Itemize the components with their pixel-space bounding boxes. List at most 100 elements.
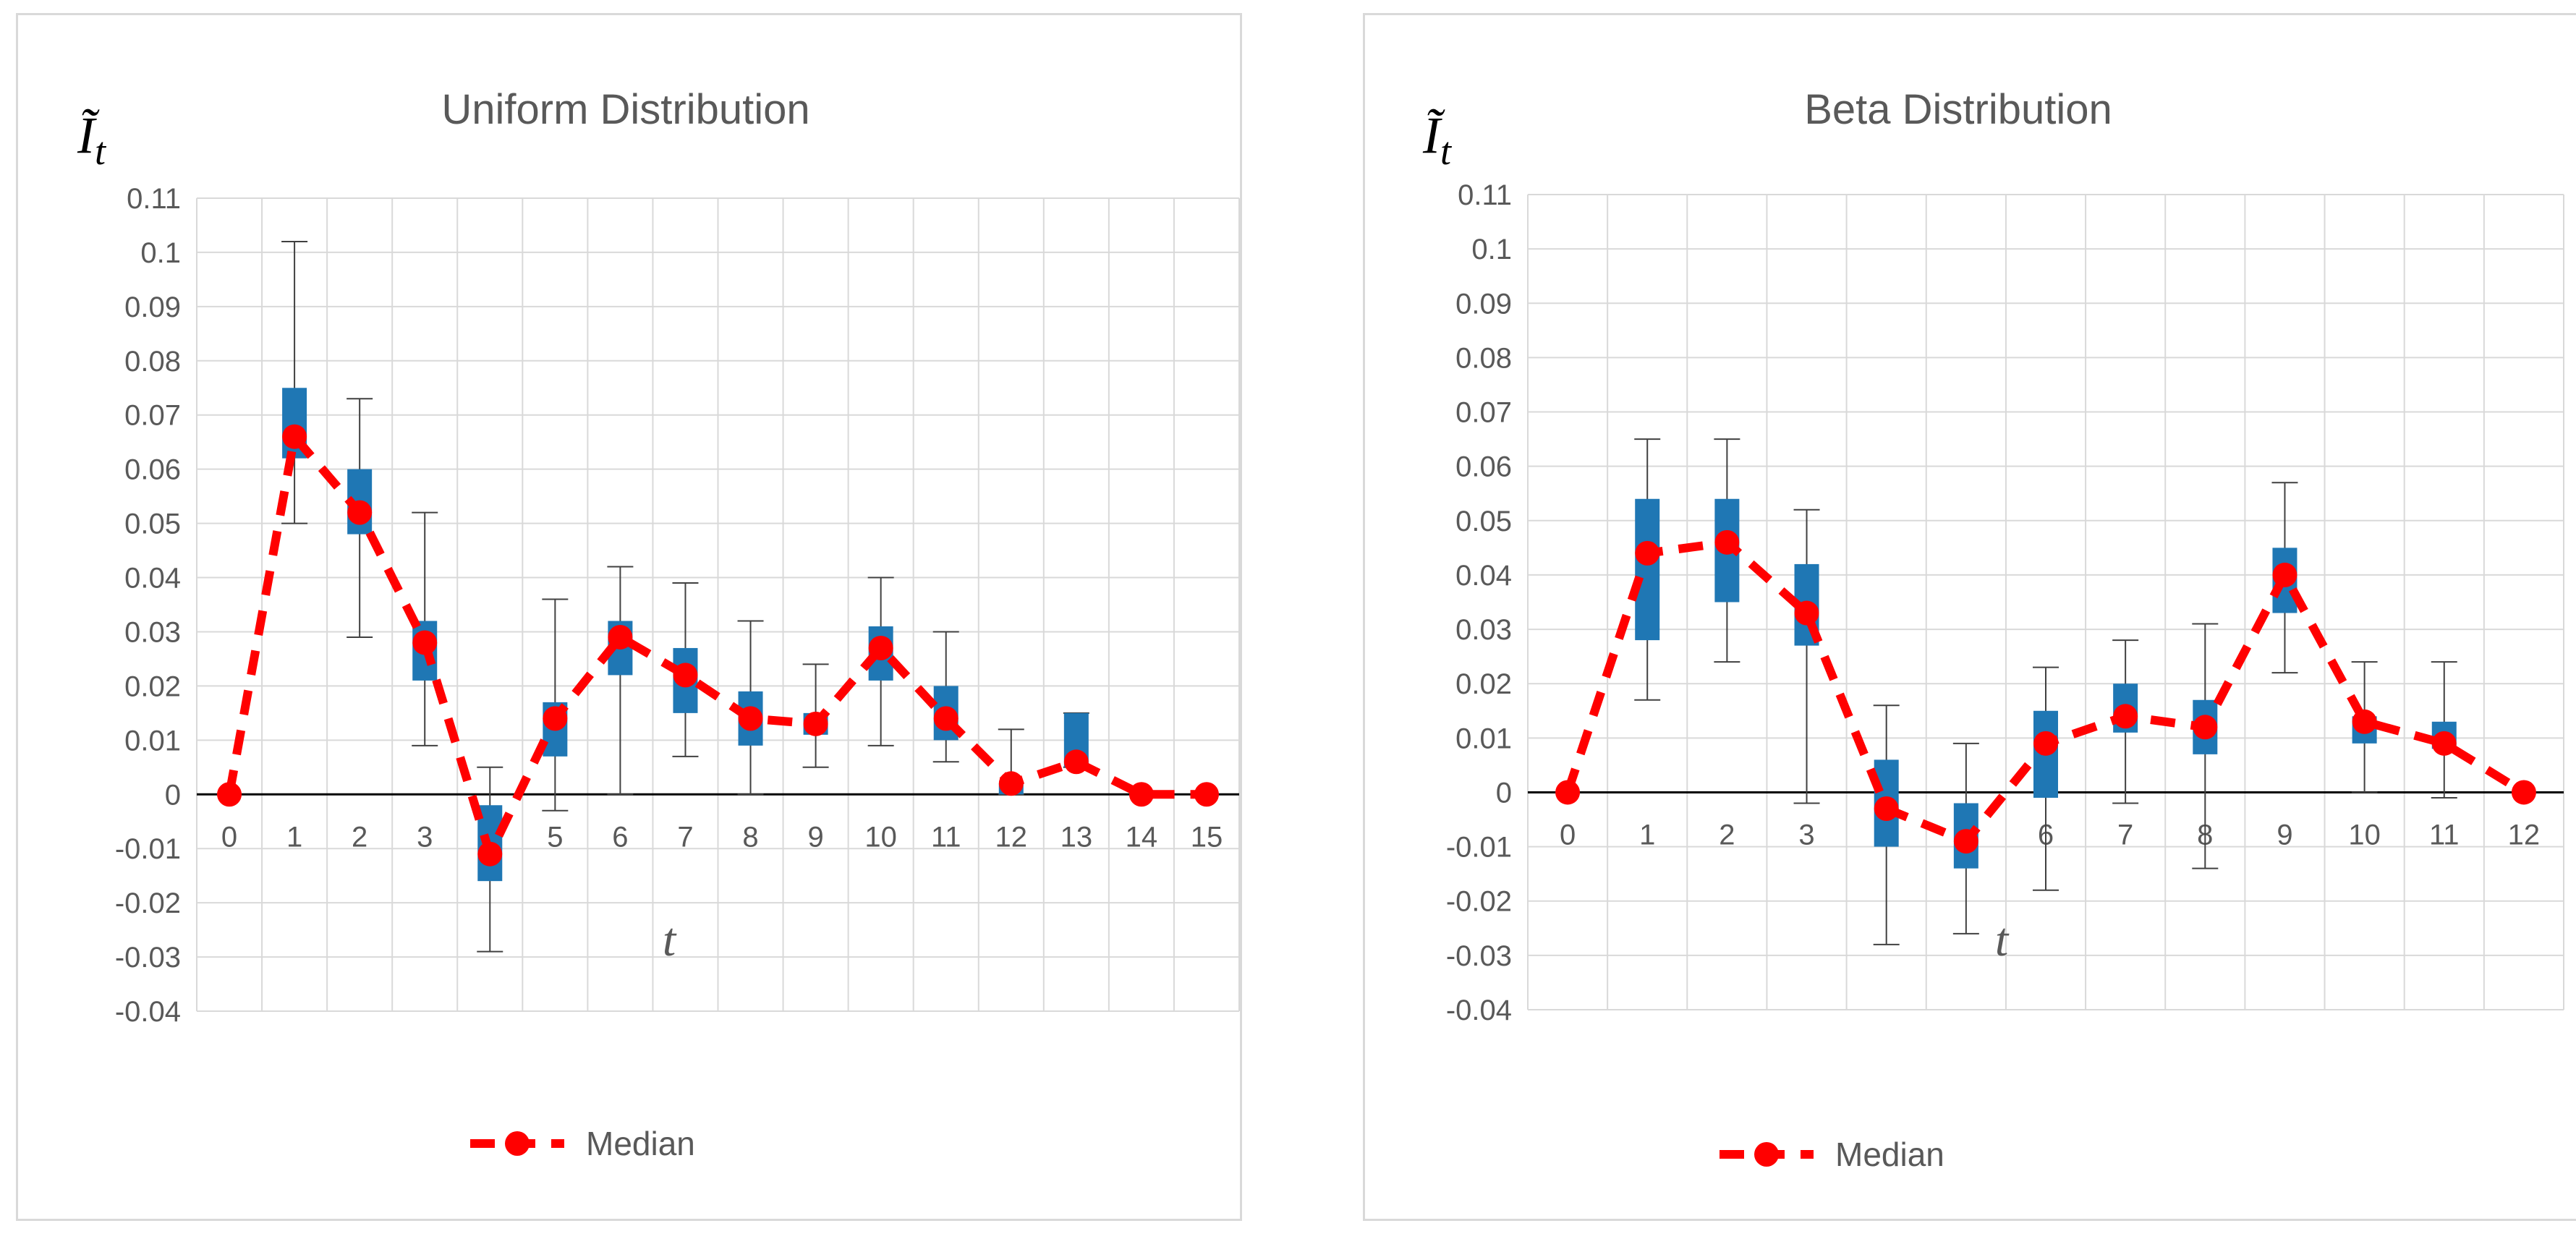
median-point [1635,540,1660,566]
x-tick-label: 0 [221,821,237,853]
x-tick-label: 2 [1719,819,1735,851]
x-tick-label: 9 [2277,819,2292,851]
x-tick-label: 5 [547,821,563,853]
median-point [2033,731,2058,756]
x-tick-label: 3 [417,821,433,853]
beta-chart: -0.04 -0.03 -0.02 -0.01 0 0.01 0.02 0.03 0.04 0.0… [1422,86,2564,1173]
y-tick-label: 0.06 [1455,451,1512,483]
uniform-chart-panel: -0.04 -0.03 -0.02 -0.01 0 0.01 0.02 0.03 0.04 0.0… [16,13,1242,1221]
y-tick-label: -0.01 [115,833,181,865]
median-point [1128,782,1154,807]
median-point [1953,829,1978,854]
y-axis-label-sub: t [1440,129,1453,173]
legend-label: Median [586,1125,695,1162]
gridlines [196,197,1240,1012]
y-axis-label-sub: t [95,129,107,173]
y-tick-label: 0.02 [124,670,181,702]
x-tick-label: 10 [2348,819,2381,851]
y-tick-labels: -0.04 -0.03 -0.02 -0.01 0 0.01 0.02 0.03 0.04 0.0… [1446,179,1512,1026]
y-tick-label: -0.03 [1446,940,1512,972]
y-tick-label: 0.11 [1458,179,1512,211]
iqr-box [1635,498,1660,641]
x-tick-label: 11 [931,821,961,853]
median-point [1714,529,1740,555]
legend-label: Median [1835,1136,1944,1173]
median-markers [217,424,1219,867]
x-tick-label: 1 [1639,819,1655,851]
x-axis-label: t [663,914,677,966]
median-point [347,500,373,525]
median-point [2431,731,2457,756]
y-tick-label: 0.1 [140,237,181,269]
y-tick-label: 0.11 [127,183,181,215]
y-tick-label: 0.08 [1455,342,1512,374]
y-tick-label: -0.02 [1446,886,1512,918]
whiskers [1634,438,2457,945]
x-tick-label: 12 [2508,819,2541,851]
median-point [2511,780,2536,805]
beta-chart-panel: -0.04 -0.03 -0.02 -0.01 0 0.01 0.02 0.03 0.04 0.0… [1363,13,2576,1221]
legend: Median [1720,1136,1944,1173]
y-tick-label: 0.1 [1471,234,1512,265]
y-tick-label: -0.04 [115,996,181,1028]
y-tick-label: -0.04 [1446,995,1512,1026]
y-tick-label: 0.03 [124,616,181,648]
y-tick-label: 0.07 [1455,397,1512,429]
median-point [738,706,763,731]
legend: Median [470,1125,695,1162]
median-point [673,663,698,688]
x-tick-label: 2 [352,821,367,853]
x-tick-label: 10 [864,821,897,853]
chart-title: Uniform Distribution [441,86,809,133]
x-tick-label: 15 [1191,821,1223,853]
uniform-chart: -0.04 -0.03 -0.02 -0.01 0 0.01 0.02 0.03 0.04 0.0… [77,86,1240,1162]
y-tick-label: 0.01 [1455,723,1512,754]
median-point [282,424,307,449]
x-axis-label: t [1995,914,2010,966]
legend-marker-swatch [505,1131,530,1156]
y-tick-label: 0.01 [124,725,181,757]
y-tick-label: 0.08 [124,346,181,378]
x-tick-label: 13 [1060,821,1093,853]
x-tick-label: 0 [1560,819,1576,851]
median-point [1874,796,1899,822]
median-markers [1555,529,2536,854]
y-tick-label: 0.06 [124,454,181,486]
median-line [225,432,1207,859]
y-tick-label: 0.09 [124,291,181,323]
x-tick-label: 6 [612,821,628,853]
chart-title: Beta Distribution [1804,86,2112,133]
y-tick-label: 0.09 [1455,288,1512,320]
gridlines [1527,194,2564,1010]
x-tick-label: 1 [286,821,302,853]
y-tick-label: 0 [1496,777,1512,809]
x-tick-label: 7 [677,821,693,853]
y-tick-label: 0.05 [1455,506,1512,537]
median-point [1794,600,1819,626]
y-tick-label: 0.03 [1455,614,1512,646]
y-tick-label: -0.02 [115,887,181,919]
median-point [803,711,828,736]
median-point [1194,782,1219,807]
y-tick-label: 0.04 [124,563,181,595]
median-point [217,782,242,807]
median-point [543,706,568,731]
y-tick-label: 0 [165,779,181,811]
x-tick-label: 11 [2429,819,2460,851]
y-tick-label: -0.03 [115,942,181,974]
median-point [1063,749,1089,775]
median-point [2272,562,2297,587]
y-tick-label: 0.07 [124,400,181,432]
y-axis-label: Ĩt [1422,106,1453,173]
median-point [868,635,893,660]
median-point [998,771,1024,796]
y-tick-labels: -0.04 -0.03 -0.02 -0.01 0 0.01 0.02 0.03 0.04 0.0… [115,183,181,1028]
x-tick-label: 8 [742,821,758,853]
median-point [477,841,503,867]
median-point [2113,704,2138,729]
y-axis-label: Ĩt [77,106,107,173]
y-tick-label: 0.02 [1455,668,1512,700]
median-point [2352,709,2377,734]
median-point [2193,715,2218,740]
x-tick-label: 3 [1798,819,1814,851]
